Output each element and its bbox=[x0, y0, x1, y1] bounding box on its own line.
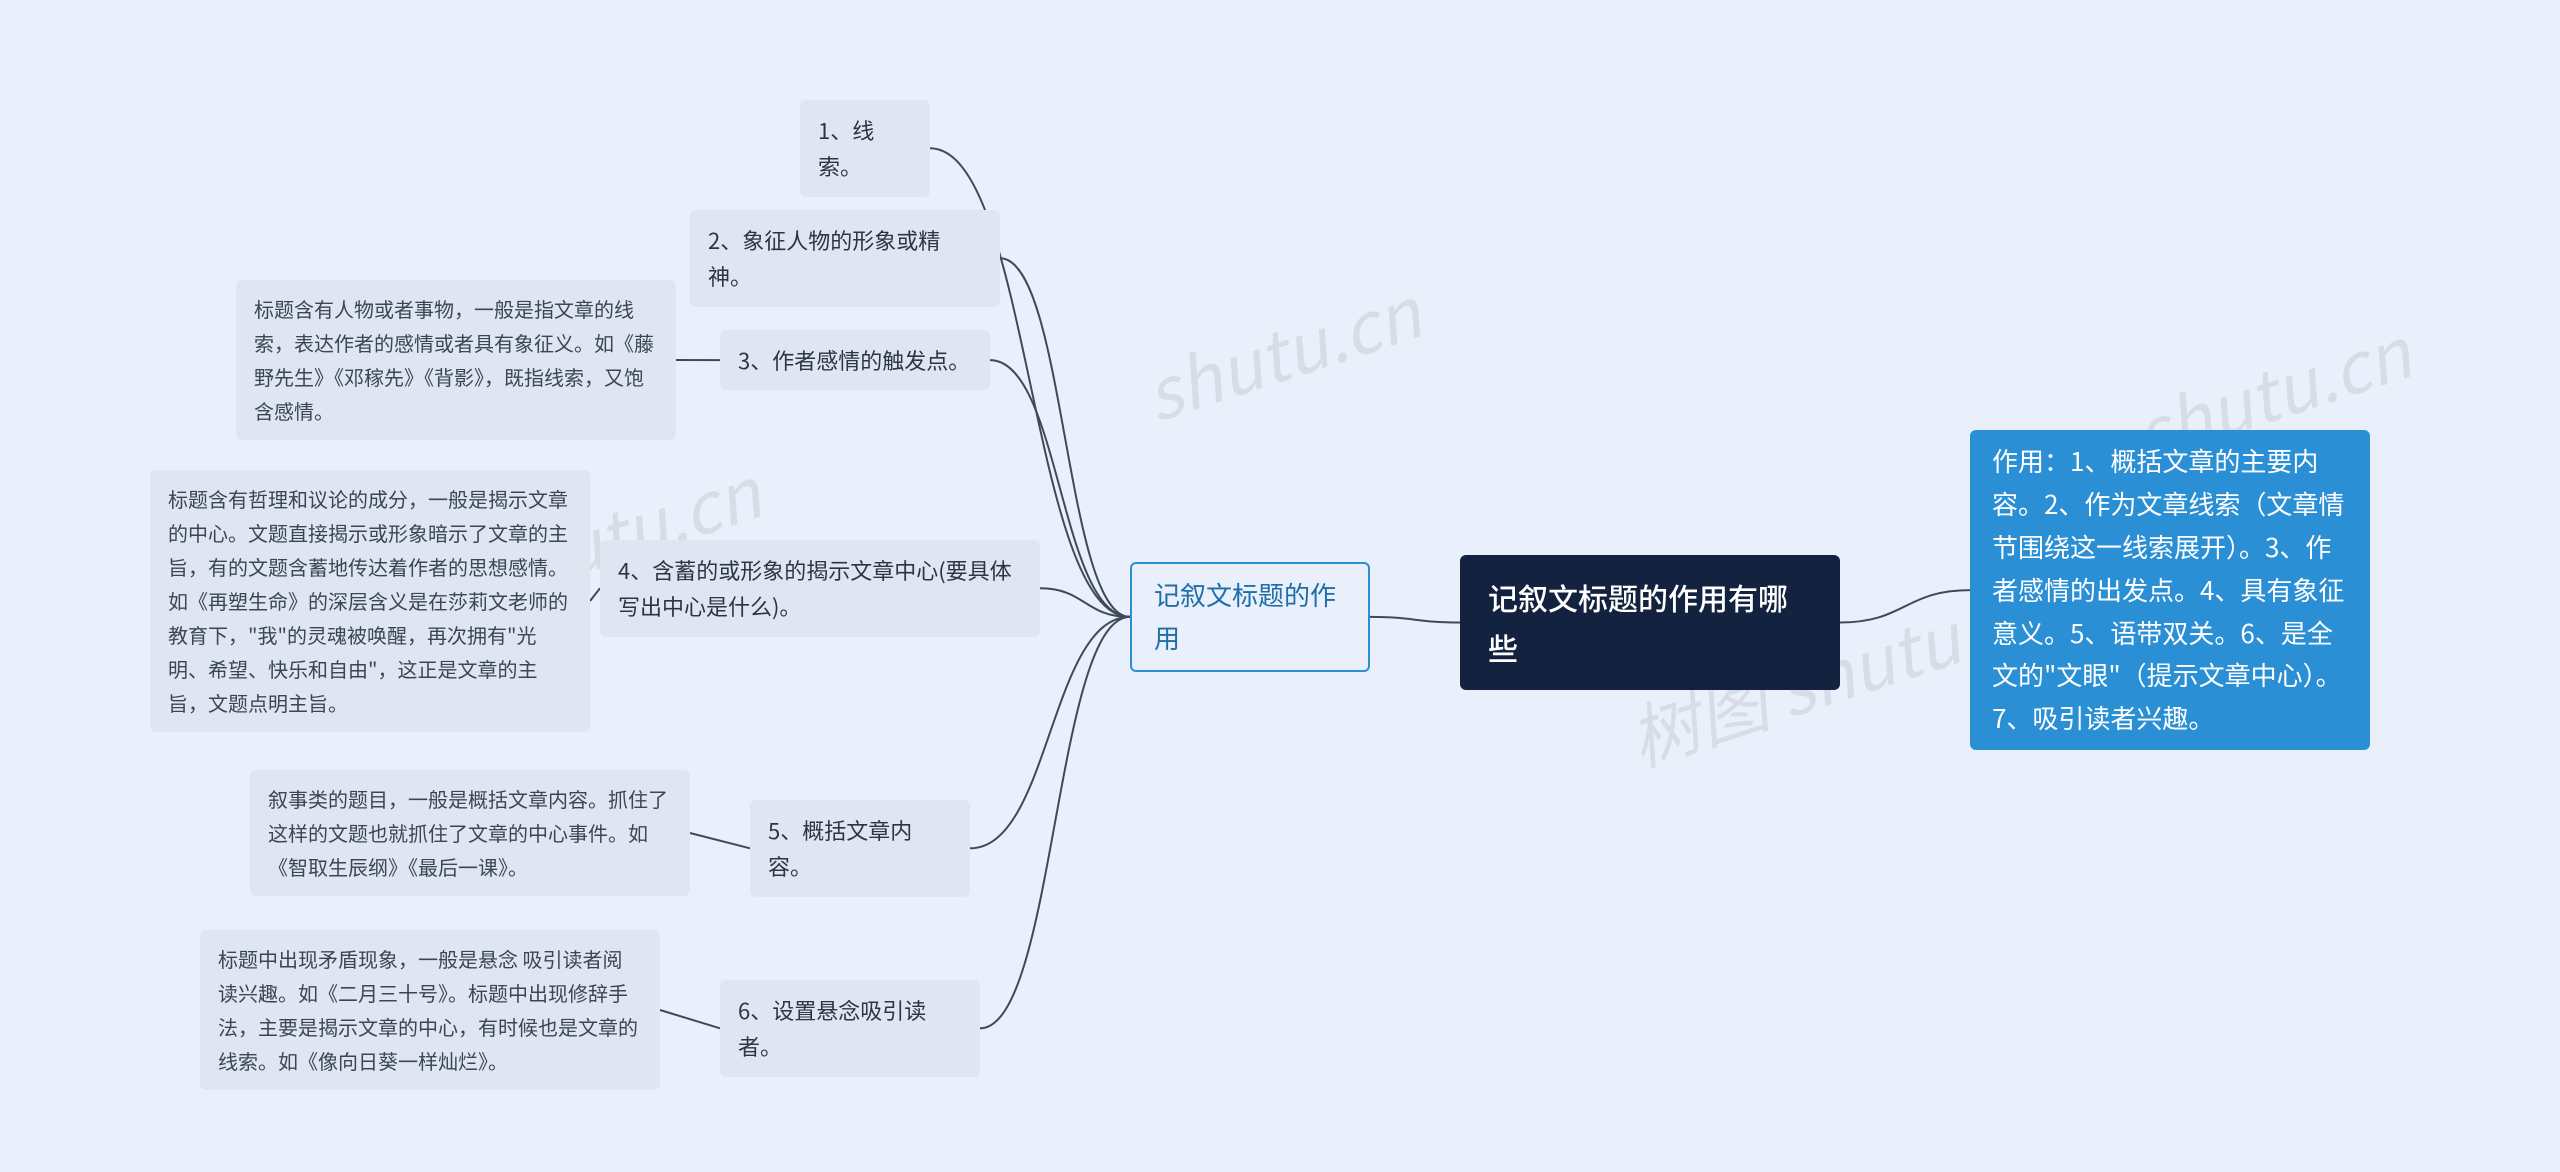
leaf-emotion-trigger[interactable]: 3、作者感情的触发点。 bbox=[720, 330, 990, 390]
leaf-clue[interactable]: 1、线索。 bbox=[800, 100, 930, 197]
tip-summarize: 叙事类的题目，一般是概括文章内容。抓住了这样的文题也就抓住了文章的中心事件。如《… bbox=[250, 770, 690, 896]
leaf-reveal-center[interactable]: 4、含蓄的或形象的揭示文章中心(要具体写出中心是什么)。 bbox=[600, 540, 1040, 637]
watermark: shutu.cn bbox=[1131, 259, 1432, 443]
tip-reveal-center: 标题含有哲理和议论的成分，一般是揭示文章的中心。文题直接揭示或形象暗示了文章的主… bbox=[150, 470, 590, 732]
branch-title-functions[interactable]: 记叙文标题的作用 bbox=[1130, 562, 1370, 672]
leaf-suspense[interactable]: 6、设置悬念吸引读者。 bbox=[720, 980, 980, 1077]
tip-suspense: 标题中出现矛盾现象，一般是悬念 吸引读者阅读兴趣。如《二月三十号》。标题中出现修… bbox=[200, 930, 660, 1090]
tip-emotion-trigger: 标题含有人物或者事物，一般是指文章的线索，表达作者的感情或者具有象征义。如《藤野… bbox=[236, 280, 676, 440]
leaf-summarize[interactable]: 5、概括文章内容。 bbox=[750, 800, 970, 897]
mindmap-root[interactable]: 记叙文标题的作用有哪些 bbox=[1460, 555, 1840, 690]
branch-summary[interactable]: 作用：1、概括文章的主要内容。2、作为文章线索（文章情节围绕这一线索展开）。3、… bbox=[1970, 430, 2370, 750]
leaf-symbolic[interactable]: 2、象征人物的形象或精神。 bbox=[690, 210, 1000, 307]
